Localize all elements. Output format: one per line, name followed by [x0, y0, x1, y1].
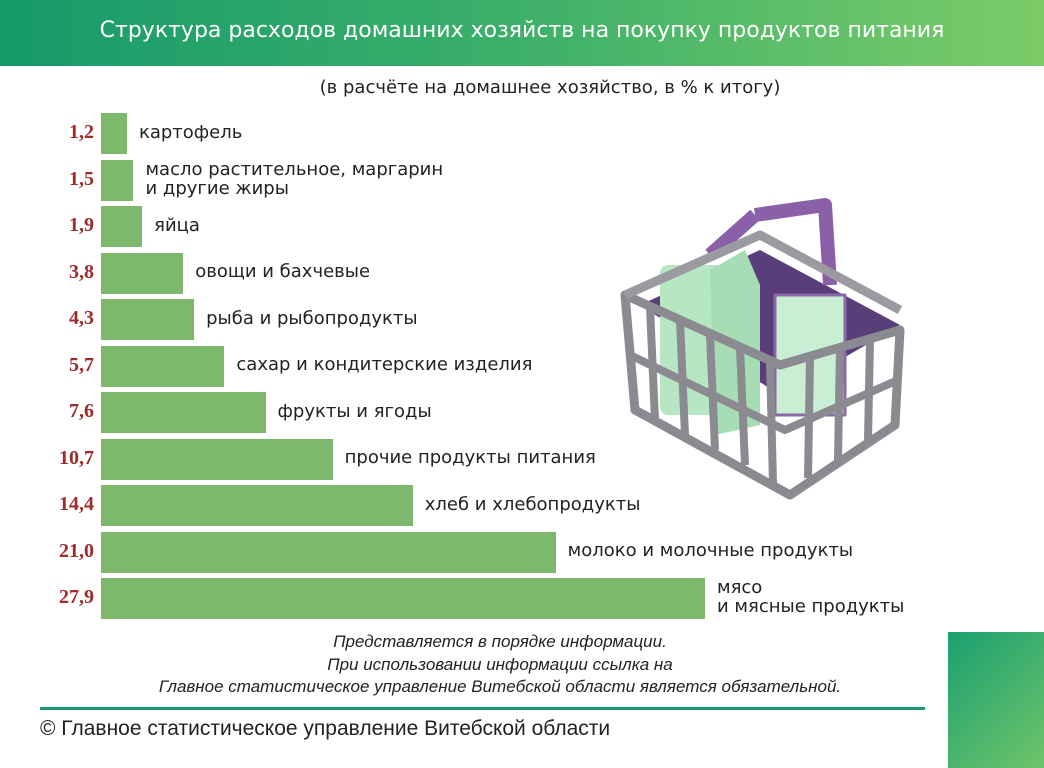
value-label: 1,2: [69, 121, 94, 143]
bar: [101, 392, 266, 433]
value-label: 5,7: [69, 353, 94, 376]
note: При использовании информации ссылка на: [327, 655, 673, 674]
category-label: картофель: [138, 121, 243, 143]
bar: [101, 578, 705, 619]
chart-subtitle: (в расчёте на домашнее хозяйство, в % к …: [319, 77, 781, 98]
bar: [101, 345, 225, 387]
bar: [101, 438, 333, 480]
value-label: 1,5: [69, 167, 94, 190]
bar: [101, 159, 134, 201]
bar: [101, 113, 127, 154]
bar: [101, 206, 143, 247]
bar: [101, 485, 413, 526]
category-label: хлеб и хлебопродукты: [424, 493, 641, 515]
value-label: 27,9: [59, 586, 94, 608]
category-label: рыба и рыбопродукты: [206, 307, 418, 329]
category-label: фрукты и ягоды: [277, 400, 432, 422]
value-label: 3,8: [69, 260, 94, 283]
note: Главное статистическое управление Витебс…: [158, 677, 842, 696]
divider: [40, 707, 925, 710]
value-label: 1,9: [69, 214, 94, 236]
value-label: 4,3: [69, 307, 94, 329]
category-label: яйца: [154, 214, 200, 236]
note: Представляется в порядке информации.: [333, 632, 667, 651]
chart-title: Структура расходов домашних хозяйств на …: [99, 18, 945, 43]
category-label: мясо и мясные продукты: [717, 577, 905, 617]
value-label: 7,6: [69, 400, 94, 422]
decoration: [948, 632, 1044, 768]
category-label: молоко и молочные продукты: [567, 540, 854, 561]
source: © Главное статистическое управление Вите…: [40, 717, 611, 740]
category-label: овощи и бахчевые: [195, 261, 371, 282]
value-label: 14,4: [59, 493, 94, 515]
bar: [101, 531, 556, 573]
bar: [101, 299, 195, 340]
category-label: сахар и кондитерские изделия: [236, 354, 533, 375]
header-band: [0, 0, 1044, 66]
category-label: прочие продукты питания: [344, 447, 596, 468]
category-label: масло растительное, маргарин и другие жи…: [145, 158, 444, 199]
bar: [101, 252, 184, 294]
value-label: 21,0: [59, 539, 94, 562]
basket-illustration: [620, 198, 905, 500]
value-label: 10,7: [59, 446, 94, 469]
